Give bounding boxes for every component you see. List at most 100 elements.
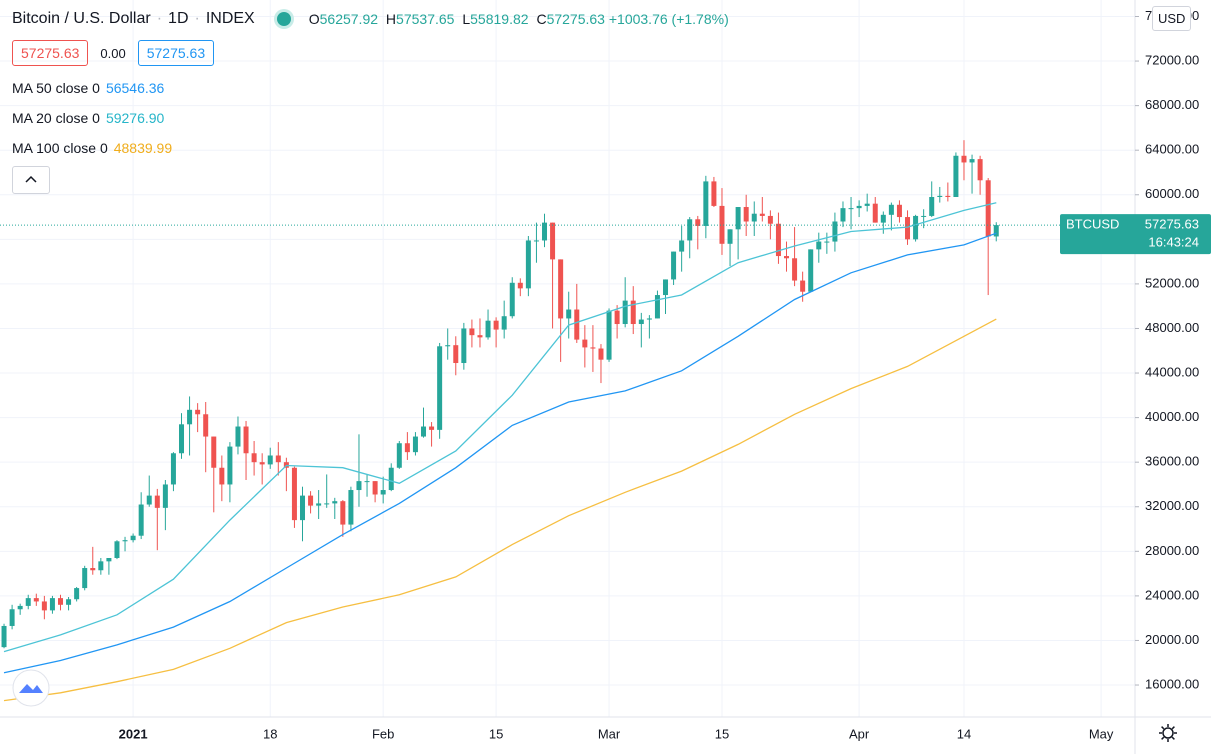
candle-body xyxy=(380,490,386,495)
y-tick-label: 28000.00 xyxy=(1145,543,1199,558)
candle-body xyxy=(82,568,88,589)
candle-body xyxy=(759,213,765,216)
candle-body xyxy=(195,409,201,415)
candle-body xyxy=(243,426,249,454)
candle-body xyxy=(58,598,64,605)
x-tick-label: May xyxy=(1089,726,1114,741)
x-tick-label: Apr xyxy=(849,726,870,741)
candle-body xyxy=(477,335,483,338)
candle-body xyxy=(550,222,556,260)
candle-body xyxy=(308,495,314,506)
close-value: 57275.63 xyxy=(546,11,605,27)
ma-name: MA 50 close 0 xyxy=(12,80,100,96)
ma-line xyxy=(3,202,997,653)
candle-body xyxy=(162,484,168,508)
candle-body xyxy=(187,409,193,425)
candle-body xyxy=(49,598,55,611)
quote-panel: 57275.63 0.00 57275.63 xyxy=(12,40,215,66)
candle-body xyxy=(146,495,152,505)
candle-body xyxy=(41,601,47,611)
candle-body xyxy=(501,316,507,330)
candle-body xyxy=(687,219,693,241)
ma-legend[interactable]: MA 50 close 0 56546.36 xyxy=(12,80,164,96)
candle-body xyxy=(203,414,209,437)
candle-body xyxy=(291,467,297,521)
candle-body xyxy=(267,455,273,465)
x-tick-label: 18 xyxy=(263,726,277,741)
candle-body xyxy=(824,241,830,243)
candle-body xyxy=(574,309,580,340)
ma-line xyxy=(3,232,997,674)
candle-body xyxy=(300,495,306,521)
candle-body xyxy=(74,588,80,600)
candle-body xyxy=(735,207,741,230)
candle-body xyxy=(114,541,120,559)
candle-body xyxy=(896,204,902,218)
candle-body xyxy=(590,347,596,349)
y-tick-label: 64000.00 xyxy=(1145,142,1199,157)
y-tick-label: 16000.00 xyxy=(1145,676,1199,691)
candle-body xyxy=(1,625,7,648)
candle-body xyxy=(179,424,185,454)
candle-body xyxy=(437,346,443,430)
y-tick-label: 20000.00 xyxy=(1145,632,1199,647)
candle-body xyxy=(485,320,491,338)
price-tag-value: 57275.63 xyxy=(1145,217,1199,232)
candle-body xyxy=(517,282,523,289)
x-tick-label: 15 xyxy=(489,726,503,741)
collapse-legend-button[interactable] xyxy=(12,166,50,194)
candle-body xyxy=(421,426,427,437)
candle-body xyxy=(509,282,515,317)
change: +1003.76 (+1.78%) xyxy=(608,11,729,27)
candle-body xyxy=(227,446,233,485)
candle-body xyxy=(332,501,338,504)
symbol-title[interactable]: Bitcoin / U.S. Dollar xyxy=(12,10,151,27)
ma-name: MA 20 close 0 xyxy=(12,110,100,126)
candle-body xyxy=(542,222,548,241)
candle-body xyxy=(937,195,943,197)
candle-body xyxy=(9,609,15,626)
sell-button[interactable]: 57275.63 xyxy=(12,40,89,66)
settings-icon[interactable] xyxy=(1159,724,1177,742)
candle-body xyxy=(90,568,96,571)
interval[interactable]: 1D xyxy=(168,10,189,27)
candle-body xyxy=(848,208,854,210)
candle-body xyxy=(372,481,378,495)
price-tag xyxy=(1060,214,1211,255)
ohlc-label: O xyxy=(308,11,320,27)
ma-legend[interactable]: MA 20 close 0 59276.90 xyxy=(12,110,164,126)
y-tick-label: 48000.00 xyxy=(1145,320,1199,335)
candle-body xyxy=(356,481,362,491)
candle-body xyxy=(566,309,572,319)
candle-body xyxy=(800,280,806,292)
candle-body xyxy=(469,328,475,336)
candle-body xyxy=(453,345,459,364)
candle-body xyxy=(98,561,104,571)
candle-body xyxy=(445,345,451,347)
candle-body xyxy=(614,310,620,325)
candle-body xyxy=(872,203,878,223)
candle-body xyxy=(775,223,781,257)
candle-body xyxy=(751,213,757,222)
candle-body xyxy=(808,249,814,292)
tradingview-logo[interactable] xyxy=(12,669,50,707)
currency-button[interactable]: USD xyxy=(1152,6,1192,31)
candle-body xyxy=(703,181,709,226)
ma-legend[interactable]: MA 100 close 0 48839.99 xyxy=(12,140,172,156)
buy-button[interactable]: 57275.63 xyxy=(137,40,215,66)
ma-name: MA 100 close 0 xyxy=(12,140,108,156)
candle-body xyxy=(461,328,467,364)
ma-line xyxy=(3,318,997,702)
candle-body xyxy=(66,599,72,605)
candle-body xyxy=(888,204,894,215)
candle-body xyxy=(17,605,23,610)
exchange: INDEX xyxy=(205,10,255,27)
price-tag-symbol: BTCUSD xyxy=(1066,217,1119,232)
candle-body xyxy=(727,229,733,244)
candle-body xyxy=(106,558,112,562)
candle-body xyxy=(316,503,322,506)
ma-value: 56546.36 xyxy=(105,80,165,96)
x-tick-label: 15 xyxy=(715,726,729,741)
